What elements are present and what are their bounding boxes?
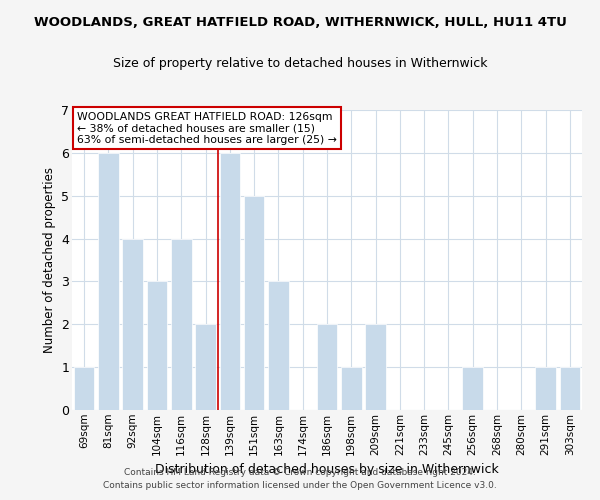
Bar (268, 282, 289, 410)
Bar (195, 324, 216, 410)
Bar (317, 324, 337, 410)
Text: WOODLANDS GREAT HATFIELD ROAD: 126sqm
← 38% of detached houses are smaller (15)
: WOODLANDS GREAT HATFIELD ROAD: 126sqm ← … (77, 112, 337, 144)
Text: Contains HM Land Registry data © Crown copyright and database right 2024.: Contains HM Land Registry data © Crown c… (124, 468, 476, 477)
Bar (365, 324, 386, 410)
Bar (98, 153, 119, 410)
Bar (146, 282, 167, 410)
Bar (535, 367, 556, 410)
Bar (220, 153, 240, 410)
Bar (560, 367, 580, 410)
Bar (244, 196, 265, 410)
Text: Size of property relative to detached houses in Withernwick: Size of property relative to detached ho… (113, 56, 487, 70)
X-axis label: Distribution of detached houses by size in Withernwick: Distribution of detached houses by size … (155, 463, 499, 476)
Text: Contains public sector information licensed under the Open Government Licence v3: Contains public sector information licen… (103, 480, 497, 490)
Y-axis label: Number of detached properties: Number of detached properties (43, 167, 56, 353)
Bar (122, 238, 143, 410)
Bar (171, 238, 191, 410)
Text: WOODLANDS, GREAT HATFIELD ROAD, WITHERNWICK, HULL, HU11 4TU: WOODLANDS, GREAT HATFIELD ROAD, WITHERNW… (34, 16, 566, 29)
Bar (463, 367, 483, 410)
Bar (74, 367, 94, 410)
Bar (341, 367, 362, 410)
